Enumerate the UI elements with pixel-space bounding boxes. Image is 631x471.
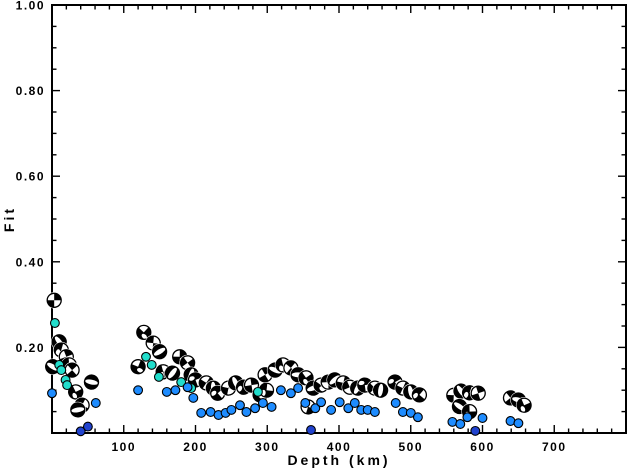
x-axis-label: Depth (km) bbox=[287, 452, 390, 468]
dark-blue-dot-marker bbox=[470, 425, 481, 436]
blue-dot-marker bbox=[369, 407, 380, 417]
blue-dot-marker bbox=[90, 398, 101, 408]
blue-dot-marker bbox=[513, 418, 524, 429]
blue-dot-marker bbox=[182, 382, 193, 393]
y-tick-label: 0.40 bbox=[16, 255, 45, 269]
y-tick-label: 0.20 bbox=[16, 341, 45, 355]
blue-dot-marker bbox=[300, 398, 311, 408]
cyan-dot-marker bbox=[56, 365, 67, 376]
cyan-dot-marker bbox=[252, 386, 263, 397]
blue-dot-marker bbox=[334, 397, 345, 408]
blue-dot-marker bbox=[326, 404, 337, 415]
series-blue-dots bbox=[47, 382, 524, 429]
blue-dot-marker bbox=[133, 385, 144, 396]
blue-dot-marker bbox=[161, 386, 172, 397]
blue-dot-marker bbox=[196, 407, 207, 418]
blue-dot-marker bbox=[170, 385, 181, 396]
blue-dot-marker bbox=[266, 401, 277, 412]
beachball-marker bbox=[411, 386, 428, 404]
series-cyan-dots bbox=[49, 318, 263, 397]
blue-dot-marker bbox=[477, 413, 488, 423]
beachball-marker bbox=[515, 397, 533, 414]
x-tick-label: 100 bbox=[111, 440, 136, 454]
series-dark-blue-dots bbox=[75, 421, 481, 437]
beachball-marker bbox=[164, 364, 181, 382]
x-tick-label: 500 bbox=[398, 440, 423, 454]
y-tick-label: 0.80 bbox=[16, 84, 45, 98]
beachball-marker bbox=[69, 401, 87, 419]
cyan-dot-marker bbox=[62, 380, 73, 391]
blue-dot-marker bbox=[257, 398, 268, 408]
blue-dot-marker bbox=[241, 407, 252, 417]
cyan-dot-marker bbox=[176, 377, 187, 388]
x-tick-label: 200 bbox=[183, 440, 208, 454]
blue-dot-marker bbox=[390, 398, 401, 408]
blue-dot-marker bbox=[462, 412, 473, 423]
blue-dot-marker bbox=[293, 383, 304, 394]
x-tick-label: 400 bbox=[327, 440, 352, 454]
cyan-dot-marker bbox=[146, 359, 157, 370]
dark-blue-dot-marker bbox=[75, 426, 86, 437]
blue-dot-marker bbox=[405, 407, 416, 418]
blue-dot-marker bbox=[343, 403, 354, 414]
blue-dot-marker bbox=[275, 385, 286, 396]
blue-dot-marker bbox=[285, 388, 296, 399]
beachball-marker bbox=[372, 382, 389, 399]
x-tick-label: 600 bbox=[470, 440, 495, 454]
blue-dot-marker bbox=[316, 397, 327, 408]
blue-dot-marker bbox=[188, 392, 199, 403]
cyan-dot-marker bbox=[153, 371, 164, 382]
tick-labels: 100 200 300 400 500 600 700 0.20 0.40 0.60 0.80 1.0… bbox=[16, 0, 567, 454]
y-tick-label: 1.00 bbox=[16, 0, 45, 13]
blue-dot-marker bbox=[235, 400, 245, 411]
blue-dot-marker bbox=[250, 403, 261, 414]
beachball-marker bbox=[135, 324, 153, 341]
blue-dot-marker bbox=[455, 419, 466, 429]
y-axis-label: Fit bbox=[1, 206, 17, 232]
beachball-marker bbox=[129, 358, 147, 375]
series-focal-mechanism-beachballs bbox=[44, 292, 533, 420]
blue-dot-marker bbox=[310, 403, 321, 414]
beachball-marker bbox=[46, 292, 63, 309]
beachball-marker bbox=[83, 373, 100, 391]
beachball-marker bbox=[63, 361, 81, 379]
blue-dot-marker bbox=[412, 412, 423, 423]
blue-dot-marker bbox=[47, 388, 57, 399]
beachball-marker bbox=[470, 385, 487, 402]
dark-blue-dot-marker bbox=[306, 425, 316, 435]
x-tick-label: 300 bbox=[255, 440, 280, 454]
x-tick-label: 700 bbox=[542, 440, 567, 454]
beachball-marker bbox=[258, 382, 275, 399]
blue-dot-marker bbox=[349, 398, 360, 408]
blue-dot-marker bbox=[226, 404, 237, 415]
dark-blue-dot-marker bbox=[82, 421, 93, 432]
beachball-marker bbox=[151, 343, 168, 360]
cyan-dot-marker bbox=[141, 351, 151, 362]
y-tick-label: 0.60 bbox=[16, 170, 45, 184]
cyan-dot-marker bbox=[49, 318, 60, 328]
